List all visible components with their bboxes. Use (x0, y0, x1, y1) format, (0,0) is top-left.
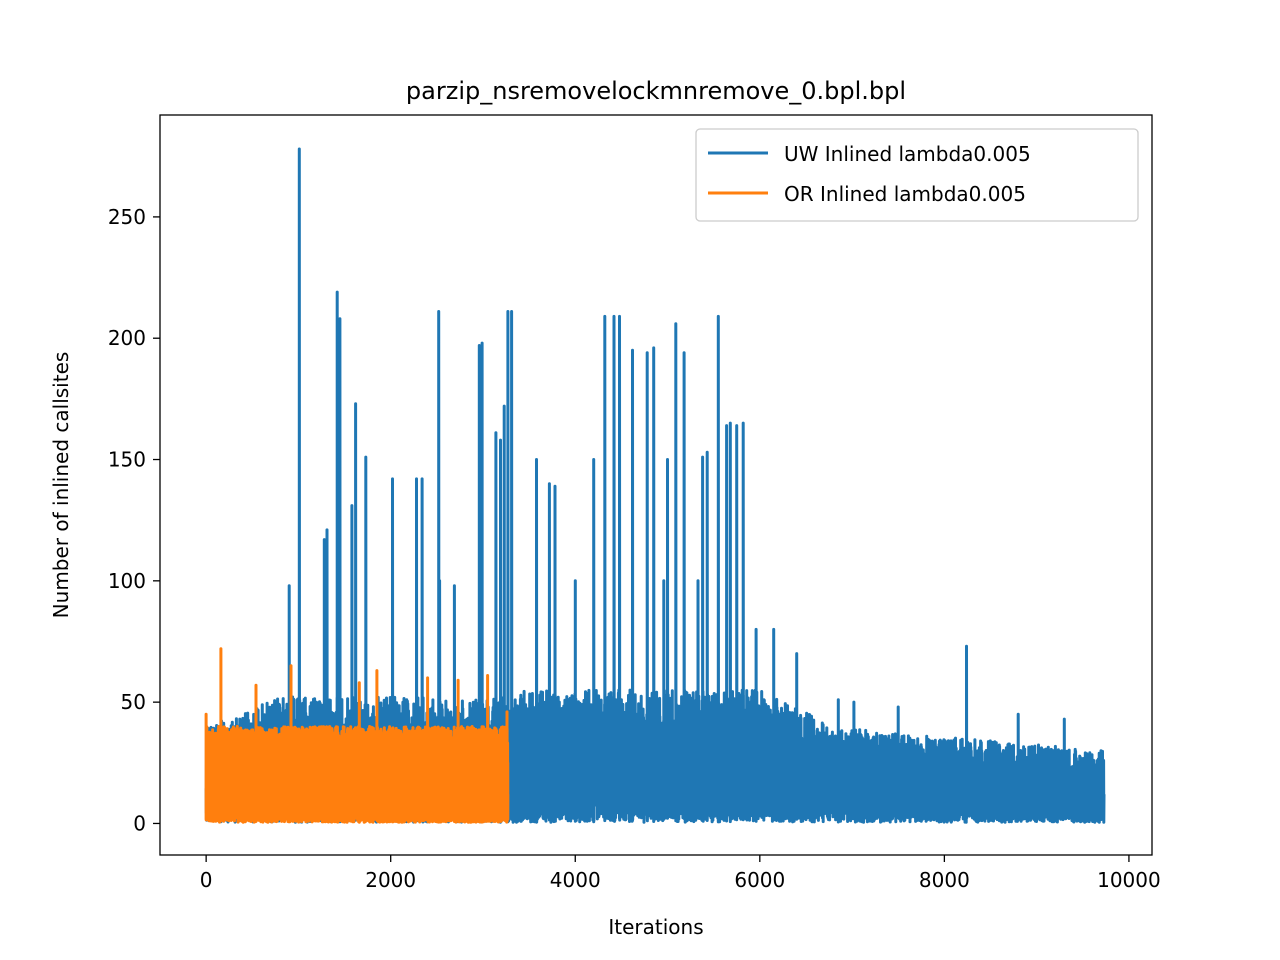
series-layer (204, 147, 1106, 824)
x-axis-label: Iterations (608, 915, 703, 939)
y-tick-label: 50 (121, 690, 146, 714)
legend-label-or: OR Inlined lambda0.005 (784, 182, 1026, 206)
x-tick-label: 4000 (550, 868, 601, 892)
legend-label-uw: UW Inlined lambda0.005 (784, 142, 1031, 166)
x-tick-label: 2000 (365, 868, 416, 892)
plot-frame (159, 114, 1153, 856)
y-axis-label: Number of inlined callsites (49, 352, 73, 619)
y-tick-label: 200 (108, 326, 146, 350)
y-tick-label: 100 (108, 569, 146, 593)
x-tick-label: 6000 (734, 868, 785, 892)
x-tick-label: 8000 (919, 868, 970, 892)
legend: UW Inlined lambda0.005 OR Inlined lambda… (695, 128, 1139, 222)
x-tick-label: 10000 (1097, 868, 1161, 892)
series-line-or (204, 647, 510, 824)
x-axis: 0 2000 4000 6000 8000 10000 (200, 855, 1161, 892)
x-tick-label: 0 (200, 868, 213, 892)
y-tick-label: 150 (108, 448, 146, 472)
y-axis: 0 50 100 150 200 250 (108, 205, 160, 835)
y-tick-label: 250 (108, 205, 146, 229)
legend-box (695, 128, 1139, 222)
y-tick-label: 0 (133, 811, 146, 835)
chart-title: parzip_nsremovelockmnremove_0.bpl.bpl (406, 77, 906, 105)
